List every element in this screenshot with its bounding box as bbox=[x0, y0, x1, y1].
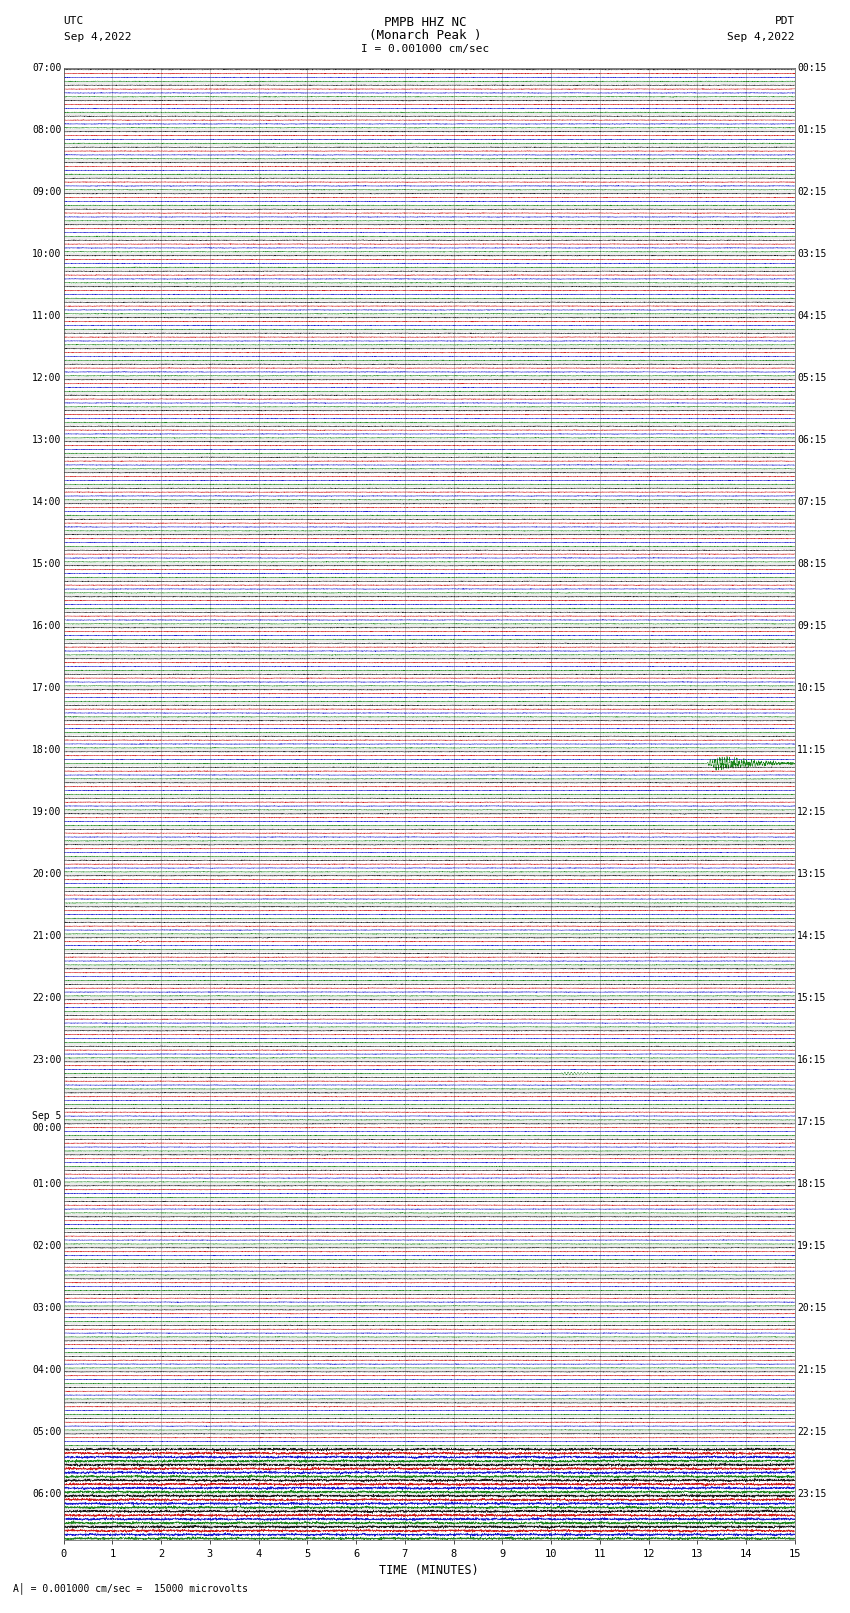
Text: 09:00: 09:00 bbox=[32, 187, 61, 197]
Text: 10:00: 10:00 bbox=[32, 248, 61, 258]
Text: 08:00: 08:00 bbox=[32, 124, 61, 135]
Text: 17:00: 17:00 bbox=[32, 682, 61, 694]
Text: 14:15: 14:15 bbox=[797, 931, 826, 940]
Text: 22:15: 22:15 bbox=[797, 1428, 826, 1437]
Text: PDT: PDT bbox=[774, 16, 795, 26]
Text: Sep 4,2022: Sep 4,2022 bbox=[64, 32, 131, 42]
Text: 06:00: 06:00 bbox=[32, 1489, 61, 1498]
Text: 05:00: 05:00 bbox=[32, 1428, 61, 1437]
Text: 16:15: 16:15 bbox=[797, 1055, 826, 1065]
Text: 01:15: 01:15 bbox=[797, 124, 826, 135]
Text: I = 0.001000 cm/sec: I = 0.001000 cm/sec bbox=[361, 44, 489, 53]
Text: 03:00: 03:00 bbox=[32, 1303, 61, 1313]
Text: 14:00: 14:00 bbox=[32, 497, 61, 506]
Text: 07:15: 07:15 bbox=[797, 497, 826, 506]
Text: 11:00: 11:00 bbox=[32, 311, 61, 321]
Text: 21:00: 21:00 bbox=[32, 931, 61, 940]
Text: 04:15: 04:15 bbox=[797, 311, 826, 321]
Text: 01:00: 01:00 bbox=[32, 1179, 61, 1189]
Text: 18:00: 18:00 bbox=[32, 745, 61, 755]
Text: 15:15: 15:15 bbox=[797, 994, 826, 1003]
Text: 13:15: 13:15 bbox=[797, 869, 826, 879]
Text: 02:15: 02:15 bbox=[797, 187, 826, 197]
Text: 20:00: 20:00 bbox=[32, 869, 61, 879]
X-axis label: TIME (MINUTES): TIME (MINUTES) bbox=[379, 1563, 479, 1576]
Text: 21:15: 21:15 bbox=[797, 1365, 826, 1374]
Text: 07:00: 07:00 bbox=[32, 63, 61, 73]
Text: 12:15: 12:15 bbox=[797, 806, 826, 816]
Text: 00:15: 00:15 bbox=[797, 63, 826, 73]
Text: 05:15: 05:15 bbox=[797, 373, 826, 382]
Text: 22:00: 22:00 bbox=[32, 994, 61, 1003]
Text: 10:15: 10:15 bbox=[797, 682, 826, 694]
Text: 09:15: 09:15 bbox=[797, 621, 826, 631]
Text: 11:15: 11:15 bbox=[797, 745, 826, 755]
Text: 15:00: 15:00 bbox=[32, 558, 61, 569]
Text: UTC: UTC bbox=[64, 16, 84, 26]
Text: 19:00: 19:00 bbox=[32, 806, 61, 816]
Text: 13:00: 13:00 bbox=[32, 436, 61, 445]
Text: 03:15: 03:15 bbox=[797, 248, 826, 258]
Text: 04:00: 04:00 bbox=[32, 1365, 61, 1374]
Text: 06:15: 06:15 bbox=[797, 436, 826, 445]
Text: 18:15: 18:15 bbox=[797, 1179, 826, 1189]
Text: (Monarch Peak ): (Monarch Peak ) bbox=[369, 29, 481, 42]
Text: 19:15: 19:15 bbox=[797, 1240, 826, 1250]
Text: 23:15: 23:15 bbox=[797, 1489, 826, 1498]
Text: 17:15: 17:15 bbox=[797, 1116, 826, 1127]
Text: A│ = 0.001000 cm/sec =  15000 microvolts: A│ = 0.001000 cm/sec = 15000 microvolts bbox=[13, 1582, 247, 1594]
Text: 20:15: 20:15 bbox=[797, 1303, 826, 1313]
Text: PMPB HHZ NC: PMPB HHZ NC bbox=[383, 16, 467, 29]
Text: Sep 4,2022: Sep 4,2022 bbox=[728, 32, 795, 42]
Text: 02:00: 02:00 bbox=[32, 1240, 61, 1250]
Text: 16:00: 16:00 bbox=[32, 621, 61, 631]
Text: Sep 5
00:00: Sep 5 00:00 bbox=[32, 1111, 61, 1132]
Text: 08:15: 08:15 bbox=[797, 558, 826, 569]
Text: 12:00: 12:00 bbox=[32, 373, 61, 382]
Text: 23:00: 23:00 bbox=[32, 1055, 61, 1065]
